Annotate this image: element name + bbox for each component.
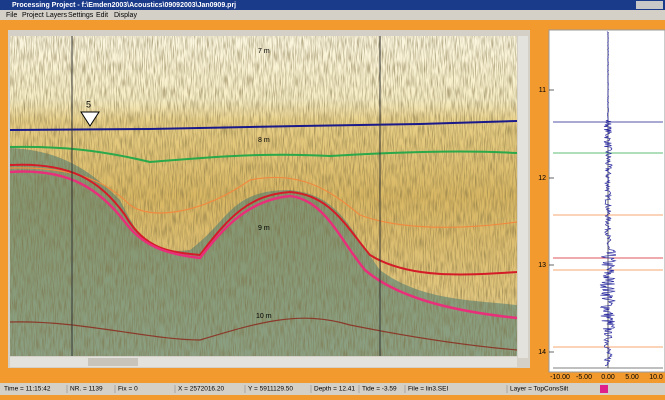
- depth-label: 9 m: [258, 225, 270, 232]
- y-tick-label: 11: [539, 87, 546, 94]
- x-tick-label: 5.00: [625, 374, 639, 381]
- menu-item[interactable]: File: [6, 12, 17, 19]
- status-field: X = 2572016.20: [178, 386, 224, 393]
- h-scroll-thumb[interactable]: [88, 358, 138, 366]
- x-tick-label: -5.00: [576, 374, 592, 381]
- status-field: NR. = 1139: [70, 386, 103, 393]
- x-tick-label: -10.00: [550, 374, 570, 381]
- y-tick-label: 13: [538, 262, 546, 269]
- status-field: File = lin3.SEI: [408, 386, 448, 393]
- depth-label: 7 m: [258, 48, 270, 55]
- menu-item[interactable]: Layers: [46, 12, 68, 19]
- marker-label: 5: [86, 99, 91, 109]
- status-field: Depth = 12.41: [314, 386, 355, 393]
- y-tick-label: 12: [538, 175, 546, 182]
- status-field: Fix = 0: [118, 386, 138, 393]
- layer-color: [600, 385, 608, 393]
- menu-item[interactable]: Edit: [96, 12, 108, 19]
- menu-item[interactable]: Project: [22, 12, 44, 19]
- v-scrollbar[interactable]: [518, 36, 528, 358]
- menu-item[interactable]: Settings: [68, 12, 94, 19]
- y-tick-label: 14: [538, 349, 546, 356]
- page: {"window": {"title": "Processing Project…: [0, 0, 665, 395]
- profile-image: 7 m 8 m 9 m 10 m 5: [10, 36, 517, 356]
- status-field: Tide = -3.59: [362, 386, 397, 393]
- screen: Processing Project - f:\Emden2003\Acoust…: [0, 0, 665, 395]
- texture: [10, 36, 517, 356]
- body: Processing Project - f:\Emden2003\Acoust…: [0, 0, 665, 395]
- window-title: Processing Project - f:\Emden2003\Acoust…: [12, 2, 236, 9]
- depth-label: 8 m: [258, 137, 270, 144]
- status-field: Y = 5911129.50: [248, 386, 293, 393]
- status-field: Time = 11:15:42: [4, 386, 51, 393]
- x-tick-label: 0.00: [601, 374, 615, 381]
- x-tick-label: 10.0: [649, 374, 663, 381]
- h-scrollbar[interactable]: [10, 357, 517, 367]
- menu-item[interactable]: Display: [114, 12, 137, 19]
- status-field: Layer = TopConsSilt: [510, 386, 568, 393]
- window-buttons[interactable]: [636, 1, 663, 9]
- depth-label: 10 m: [256, 313, 272, 320]
